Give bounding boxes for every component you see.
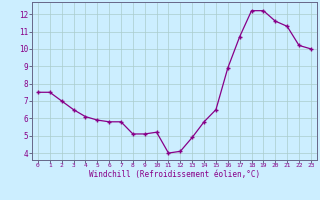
X-axis label: Windchill (Refroidissement éolien,°C): Windchill (Refroidissement éolien,°C) (89, 170, 260, 179)
